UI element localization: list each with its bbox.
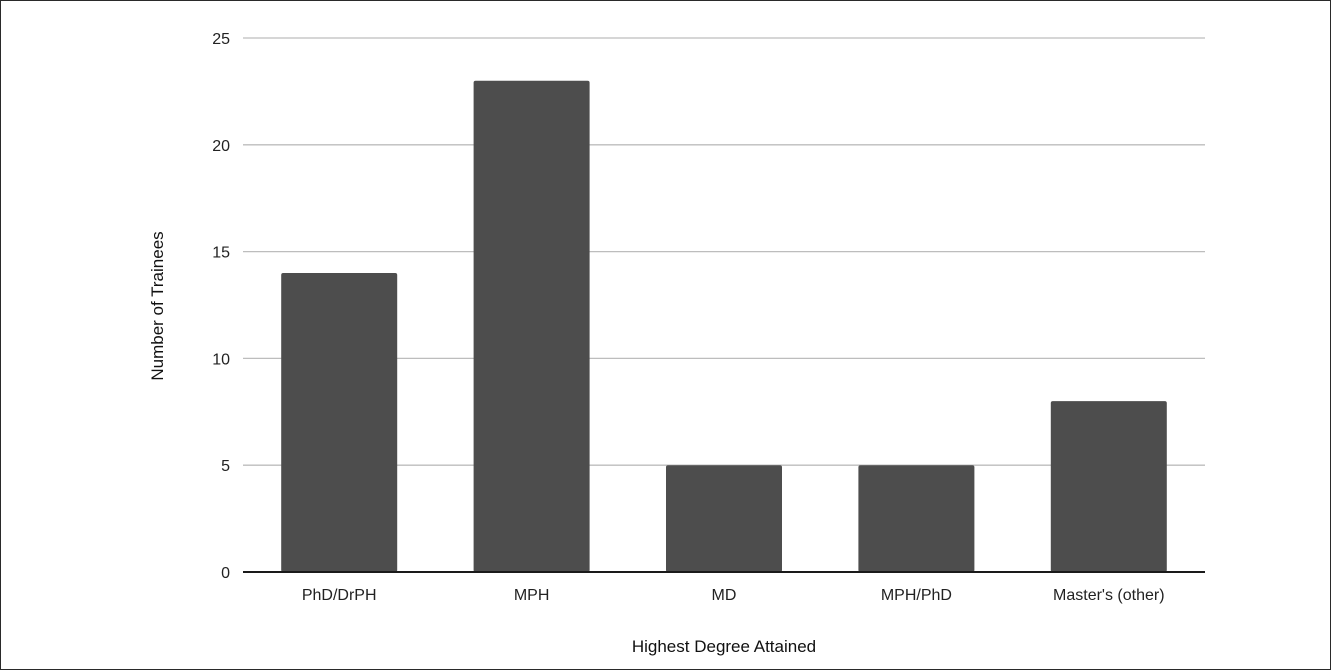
x-axis-title: Highest Degree Attained xyxy=(632,637,816,656)
y-tick-label: 20 xyxy=(212,138,230,155)
bar-master-s-other xyxy=(1050,401,1167,572)
x-tick-label: PhD/DrPH xyxy=(302,587,377,604)
y-tick-label: 10 xyxy=(212,351,230,368)
bar-mph-phd xyxy=(858,465,975,572)
bar-phd-drph xyxy=(281,272,398,572)
x-tick-labels: PhD/DrPH MPH MD MPH/PhD Master's (other) xyxy=(302,587,1165,604)
x-tick-label: MPH xyxy=(514,587,550,604)
bars xyxy=(281,80,1167,572)
x-tick-label: MPH/PhD xyxy=(881,587,952,604)
x-tick-label: Master's (other) xyxy=(1053,587,1165,604)
y-tick-label: 25 xyxy=(212,31,230,48)
x-tick-label: MD xyxy=(712,587,737,604)
bar-mph xyxy=(473,80,590,572)
y-tick-label: 15 xyxy=(212,245,230,262)
gridlines xyxy=(243,37,1205,466)
y-axis-title: Number of Trainees xyxy=(148,231,167,380)
y-tick-labels: 0 5 10 15 20 25 xyxy=(212,31,230,582)
bar-md xyxy=(666,465,782,572)
y-tick-label: 0 xyxy=(221,565,230,582)
y-tick-label: 5 xyxy=(221,458,230,475)
